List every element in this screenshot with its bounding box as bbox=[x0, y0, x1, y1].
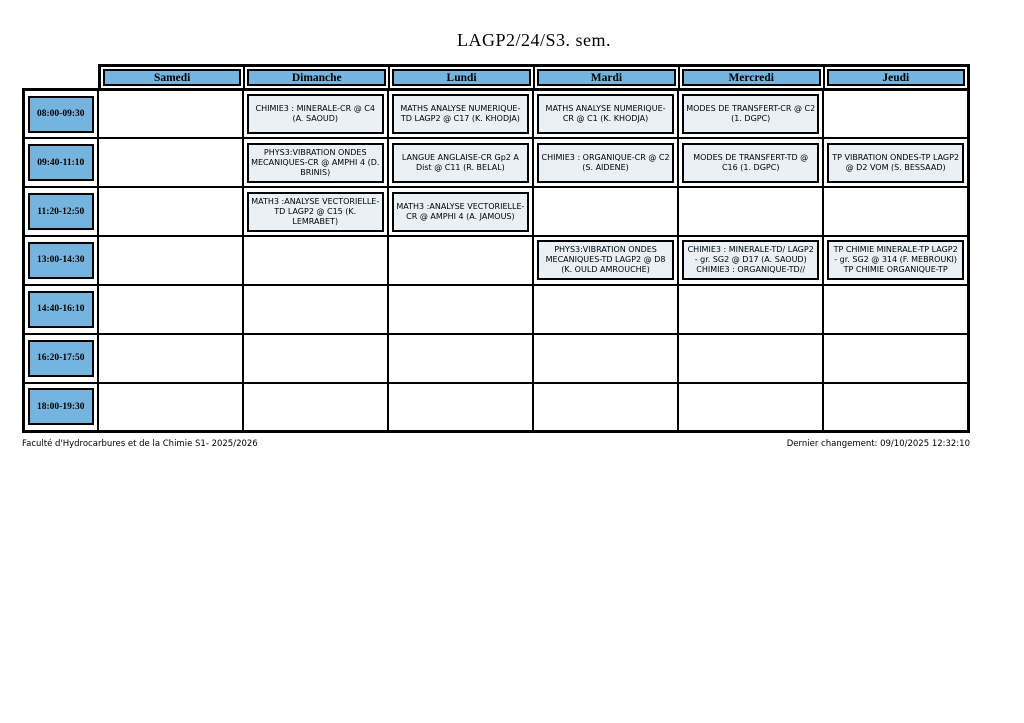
schedule-cell bbox=[677, 332, 825, 384]
schedule-cell bbox=[386, 332, 534, 384]
course-entry: CHIMIE3 : MINERALE-TD/ LAGP2 - gr. SG2 @… bbox=[682, 240, 820, 281]
day-header-cell: Mardi bbox=[532, 64, 680, 91]
schedule-cell bbox=[241, 283, 389, 335]
timetable-row: 11:20-12:50 MATH3 :ANALYSE VECTORIELLE-T… bbox=[22, 186, 970, 238]
course-entry: PHYS3:VIBRATION ONDES MECANIQUES-TD LAGP… bbox=[536, 240, 675, 281]
schedule-cell: MATHS ANALYSE NUMERIQUE-CR @ C1 (K. KHOD… bbox=[531, 88, 680, 140]
timetable-row: 16:20-17:50 bbox=[22, 332, 970, 384]
course-entry: TP CHIMIE MINERALE-TP LAGP2 - gr. SG2 @ … bbox=[827, 240, 964, 281]
schedule-cell bbox=[96, 332, 244, 384]
day-header: Dimanche bbox=[247, 69, 387, 86]
time-slot: 08:00-09:30 bbox=[28, 95, 94, 133]
day-header-cell: Dimanche bbox=[243, 64, 391, 91]
schedule-cell: TP VIBRATION ONDES-TP LAGP2 @ D2 VOM (S.… bbox=[822, 137, 970, 189]
course-entry: LANGUE ANGLAISE-CR Gp2 A Dist @ C11 (R. … bbox=[391, 142, 529, 183]
schedule-cell bbox=[386, 283, 534, 335]
schedule-cell bbox=[531, 186, 680, 238]
schedule-cell bbox=[386, 381, 534, 433]
schedule-cell bbox=[96, 235, 244, 286]
schedule-cell bbox=[822, 381, 970, 433]
time-slot: 13:00-14:30 bbox=[28, 241, 94, 279]
schedule-cell: TP CHIMIE MINERALE-TP LAGP2 - gr. SG2 @ … bbox=[822, 235, 970, 286]
course-entry: TP VIBRATION ONDES-TP LAGP2 @ D2 VOM (S.… bbox=[827, 142, 964, 183]
schedule-cell bbox=[96, 283, 244, 335]
course-entry: PHYS3:VIBRATION ONDES MECANIQUES-CR @ AM… bbox=[246, 142, 384, 183]
schedule-cell bbox=[822, 283, 970, 335]
day-header: Lundi bbox=[392, 69, 531, 86]
footer-right: Dernier changement: 09/10/2025 12:32:10 bbox=[786, 439, 970, 449]
day-header-cell: Lundi bbox=[388, 64, 535, 91]
schedule-cell bbox=[96, 137, 244, 189]
timetable-row: 18:00-19:30 bbox=[22, 381, 970, 433]
day-header: Jeudi bbox=[826, 69, 965, 86]
day-header-row: Samedi Dimanche Lundi Mardi Mercredi Jeu… bbox=[98, 64, 970, 91]
time-slot: 18:00-19:30 bbox=[28, 388, 94, 426]
course-entry: MODES DE TRANSFERT-TD @ C16 (1. DGPC) bbox=[682, 142, 820, 183]
course-entry: MATHS ANALYSE NUMERIQUE-TD LAGP2 @ C17 (… bbox=[391, 94, 529, 135]
timetable-row: 13:00-14:30 PHYS3:VIBRATION ONDES MECANI… bbox=[22, 235, 970, 286]
schedule-cell bbox=[822, 332, 970, 384]
time-cell: 18:00-19:30 bbox=[22, 381, 99, 433]
day-header-cell: Mercredi bbox=[677, 64, 825, 91]
schedule-cell bbox=[677, 381, 825, 433]
timetable-row: 08:00-09:30 CHIMIE3 : MINERALE-CR @ C4 (… bbox=[22, 88, 970, 140]
schedule-cell: MATH3 :ANALYSE VECTORIELLE-CR @ AMPHI 4 … bbox=[386, 186, 534, 238]
day-header-cell: Samedi bbox=[98, 64, 246, 91]
schedule-cell bbox=[96, 186, 244, 238]
schedule-cell: MODES DE TRANSFERT-TD @ C16 (1. DGPC) bbox=[677, 137, 825, 189]
schedule-cell: LANGUE ANGLAISE-CR Gp2 A Dist @ C11 (R. … bbox=[386, 137, 534, 189]
schedule-cell: PHYS3:VIBRATION ONDES MECANIQUES-CR @ AM… bbox=[241, 137, 389, 189]
schedule-cell bbox=[531, 332, 680, 384]
page-title: LAGP2/24/S3. sem. bbox=[456, 30, 611, 50]
time-cell: 11:20-12:50 bbox=[22, 186, 99, 238]
schedule-cell bbox=[822, 88, 970, 140]
schedule-cell bbox=[386, 235, 534, 286]
course-entry: MATHS ANALYSE NUMERIQUE-CR @ C1 (K. KHOD… bbox=[536, 94, 675, 135]
schedule-cell bbox=[241, 235, 389, 286]
time-slot: 11:20-12:50 bbox=[28, 193, 94, 231]
time-slot: 09:40-11:10 bbox=[28, 144, 94, 182]
schedule-cell: MODES DE TRANSFERT-CR @ C2 (1. DGPC) bbox=[677, 88, 825, 140]
schedule-cell: CHIMIE3 : MINERALE-CR @ C4 (A. SAOUD) bbox=[241, 88, 389, 140]
course-entry: CHIMIE3 : ORGANIQUE-CR @ C2 (S. AIDENE) bbox=[536, 142, 675, 183]
schedule-cell bbox=[241, 381, 389, 433]
timetable-row: 14:40-16:10 bbox=[22, 283, 970, 335]
schedule-cell: CHIMIE3 : ORGANIQUE-CR @ C2 (S. AIDENE) bbox=[531, 137, 680, 189]
day-header: Mercredi bbox=[681, 69, 821, 86]
day-header: Mardi bbox=[536, 69, 676, 86]
time-cell: 09:40-11:10 bbox=[22, 137, 99, 189]
title-wrap: LAGP2/24/S3. sem. bbox=[98, 30, 970, 51]
schedule-cell: MATHS ANALYSE NUMERIQUE-TD LAGP2 @ C17 (… bbox=[386, 88, 534, 140]
time-slot: 16:20-17:50 bbox=[28, 339, 94, 377]
schedule-cell: PHYS3:VIBRATION ONDES MECANIQUES-TD LAGP… bbox=[531, 235, 680, 286]
schedule-cell bbox=[96, 88, 244, 140]
day-header: Samedi bbox=[103, 69, 242, 86]
schedule-cell bbox=[677, 186, 825, 238]
time-slot: 14:40-16:10 bbox=[28, 290, 94, 328]
time-cell: 14:40-16:10 bbox=[22, 283, 99, 335]
time-cell: 13:00-14:30 bbox=[22, 235, 99, 286]
course-entry: MATH3 :ANALYSE VECTORIELLE-TD LAGP2 @ C1… bbox=[246, 191, 384, 232]
course-entry: MODES DE TRANSFERT-CR @ C2 (1. DGPC) bbox=[682, 94, 820, 135]
course-entry: CHIMIE3 : MINERALE-CR @ C4 (A. SAOUD) bbox=[246, 94, 384, 135]
day-header-cell: Jeudi bbox=[822, 64, 970, 91]
course-entry: MATH3 :ANALYSE VECTORIELLE-CR @ AMPHI 4 … bbox=[391, 191, 529, 232]
schedule-cell: CHIMIE3 : MINERALE-TD/ LAGP2 - gr. SG2 @… bbox=[677, 235, 825, 286]
day-header-table: Samedi Dimanche Lundi Mardi Mercredi Jeu… bbox=[98, 64, 970, 91]
footer-left: Faculté d'Hydrocarbures et de la Chimie … bbox=[22, 439, 258, 449]
schedule-cell bbox=[531, 381, 680, 433]
time-cell: 16:20-17:50 bbox=[22, 332, 99, 384]
schedule-cell bbox=[96, 381, 244, 433]
schedule-cell bbox=[677, 283, 825, 335]
schedule-cell: MATH3 :ANALYSE VECTORIELLE-TD LAGP2 @ C1… bbox=[241, 186, 389, 238]
timetable-grid: 08:00-09:30 CHIMIE3 : MINERALE-CR @ C4 (… bbox=[22, 88, 970, 433]
timetable-row: 09:40-11:10 PHYS3:VIBRATION ONDES MECANI… bbox=[22, 137, 970, 189]
time-cell: 08:00-09:30 bbox=[22, 88, 99, 140]
schedule-cell bbox=[241, 332, 389, 384]
schedule-cell bbox=[822, 186, 970, 238]
schedule-cell bbox=[531, 283, 680, 335]
